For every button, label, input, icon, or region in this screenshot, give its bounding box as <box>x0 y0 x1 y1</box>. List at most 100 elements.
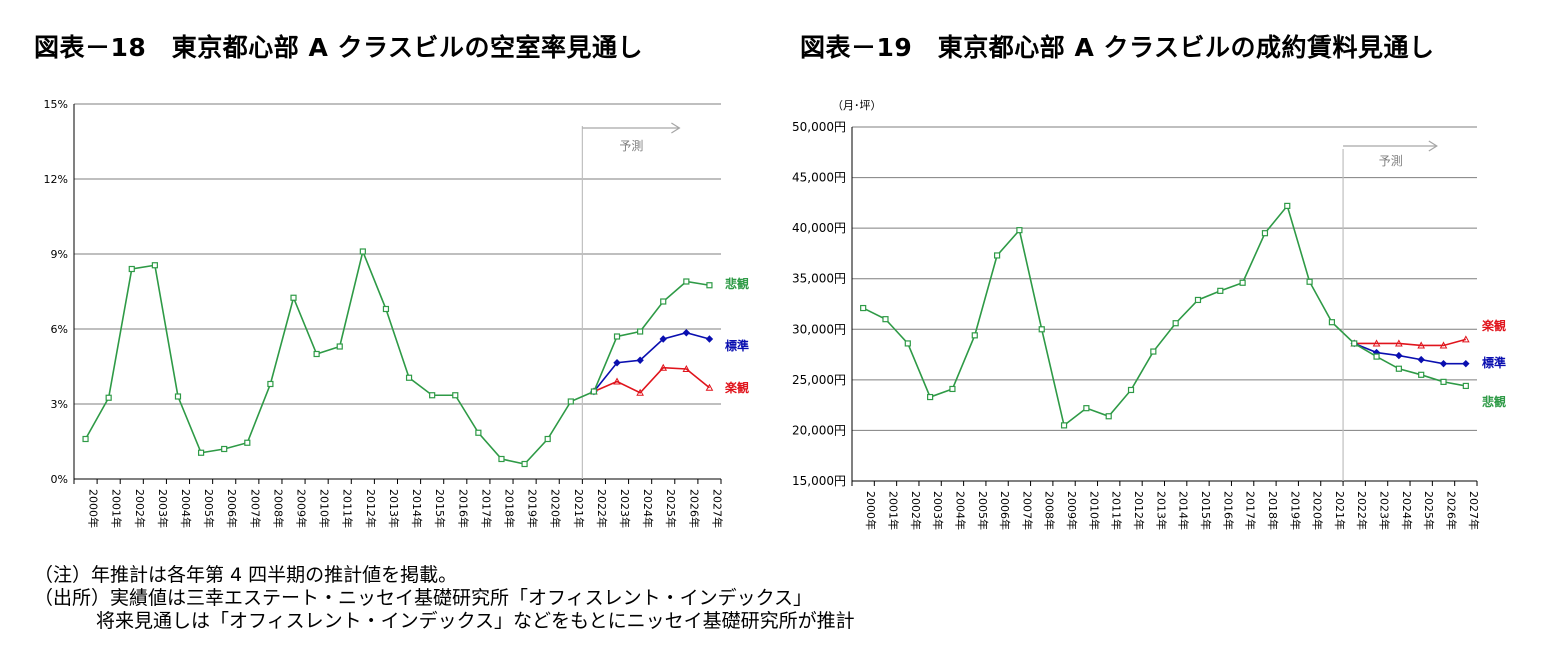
x-tick-label: 2005年 <box>976 491 990 530</box>
x-tick-label: 2003年 <box>156 489 170 528</box>
data-point <box>705 383 714 391</box>
data-point <box>660 298 667 305</box>
data-point <box>1462 359 1470 368</box>
x-tick-label: 2000年 <box>87 489 101 528</box>
forecast-arrow-head <box>671 122 681 134</box>
x-tick-label: 2001年 <box>886 491 900 530</box>
data-point <box>705 335 714 343</box>
y-tick-label: 0% <box>51 473 68 486</box>
y-tick-label: 25,000円 <box>792 373 846 387</box>
data-point <box>1016 227 1023 234</box>
y-tick-label: 50,000円 <box>792 120 846 134</box>
x-tick-label: 2027年 <box>710 489 724 528</box>
x-tick-label: 2019年 <box>526 489 540 528</box>
legend-label-悲観: 悲観 <box>1482 394 1506 409</box>
data-point <box>1060 422 1068 429</box>
x-tick-label: 2013年 <box>1154 491 1168 530</box>
data-point <box>429 392 436 399</box>
x-tick-label: 2017年 <box>1244 491 1258 530</box>
data-point <box>452 392 459 399</box>
data-point <box>1395 351 1403 360</box>
x-tick-label: 2021年 <box>572 489 586 528</box>
x-tick-label: 2013年 <box>387 489 401 528</box>
data-point <box>590 388 598 395</box>
x-tick-label: 2014年 <box>1177 491 1191 530</box>
data-point <box>1328 319 1336 326</box>
data-point <box>636 356 644 364</box>
x-tick-label: 2002年 <box>909 491 923 530</box>
x-tick-label: 2025年 <box>664 489 678 528</box>
data-point <box>498 455 505 463</box>
data-point <box>359 248 366 255</box>
x-tick-label: 2004年 <box>179 489 193 528</box>
x-tick-label: 2023年 <box>618 489 632 528</box>
data-point <box>682 364 691 372</box>
x-tick-label: 2001年 <box>110 489 124 528</box>
data-point <box>882 316 889 323</box>
x-tick-label: 2011年 <box>341 489 355 528</box>
legend-label-悲観: 悲観 <box>725 276 749 291</box>
x-tick-label: 2008年 <box>1043 491 1057 530</box>
x-tick-label: 2016年 <box>1221 491 1235 530</box>
forecast-label: 予測 <box>619 139 643 153</box>
x-tick-label: 2002年 <box>133 489 147 528</box>
data-point <box>1239 279 1246 286</box>
x-tick-label: 2016年 <box>456 489 470 528</box>
data-point <box>221 445 228 453</box>
y-tick-label: 20,000円 <box>792 423 846 437</box>
data-point <box>128 265 135 273</box>
x-tick-label: 2022年 <box>1355 491 1369 530</box>
data-point <box>1150 348 1157 355</box>
x-tick-label: 2007年 <box>1020 491 1034 530</box>
data-point <box>1351 340 1358 347</box>
x-tick-label: 2004年 <box>953 491 967 530</box>
series-line-標準 <box>1353 342 1466 365</box>
x-tick-label: 2009年 <box>1065 491 1079 530</box>
x-tick-label: 2024年 <box>1400 491 1414 530</box>
x-tick-label: 2023年 <box>1378 491 1392 530</box>
x-tick-label: 2009年 <box>295 489 309 528</box>
y-tick-label: 45,000円 <box>792 171 846 185</box>
x-tick-label: 2020年 <box>549 489 563 528</box>
data-point <box>1127 386 1135 394</box>
data-point <box>1306 278 1313 285</box>
x-tick-label: 2027年 <box>1467 491 1481 530</box>
data-point <box>1418 371 1425 378</box>
forecast-arrow-head <box>1428 140 1438 152</box>
y-tick-label: 15% <box>44 98 68 111</box>
data-point <box>1172 320 1179 327</box>
x-tick-label: 2020年 <box>1311 491 1325 530</box>
source-line: （出所）実績値は三幸エステート・ニッセイ基礎研究所「オフィスレント・インデックス… <box>34 587 813 609</box>
y-tick-label: 35,000円 <box>792 272 846 286</box>
data-point <box>382 305 390 313</box>
data-point <box>475 429 482 436</box>
data-point <box>613 333 621 340</box>
chart-title-vacancy: 図表－18 東京都心部 A クラスビルの空室率見通し <box>34 33 644 62</box>
y-tick-label: 15,000円 <box>792 474 846 488</box>
x-tick-label: 2005年 <box>202 489 216 528</box>
data-point <box>1461 335 1470 343</box>
data-point <box>105 394 112 401</box>
forecast-label: 予測 <box>1379 154 1403 168</box>
y-tick-label: 40,000円 <box>792 221 846 235</box>
data-point <box>290 294 297 301</box>
y-tick-label: 12% <box>44 173 68 186</box>
x-tick-label: 2010年 <box>1087 491 1101 530</box>
data-point <box>659 335 667 343</box>
data-point <box>659 363 668 371</box>
data-point <box>1417 341 1426 349</box>
data-point <box>683 278 690 285</box>
x-tick-label: 2019年 <box>1288 491 1302 530</box>
x-tick-label: 2026年 <box>687 489 701 528</box>
y-tick-label: 9% <box>51 248 68 261</box>
x-tick-label: 2014年 <box>410 489 424 528</box>
notes: （注）年推計は各年第 4 四半期の推計値を掲載。 （出所）実績値は三幸エステート… <box>34 564 855 633</box>
x-tick-label: 2012年 <box>1132 491 1146 530</box>
data-point <box>244 439 251 446</box>
data-point <box>1439 359 1448 368</box>
data-point <box>1083 405 1090 412</box>
series-line-楽観 <box>593 366 710 394</box>
data-point <box>1395 365 1402 372</box>
x-tick-label: 2018年 <box>502 489 516 528</box>
y-tick-label: 6% <box>51 323 68 336</box>
